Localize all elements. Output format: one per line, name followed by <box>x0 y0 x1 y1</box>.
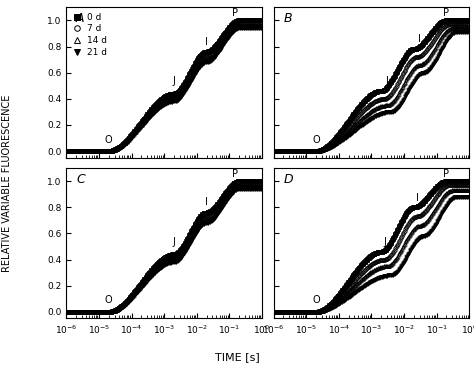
Text: J: J <box>173 76 175 86</box>
Legend: 0 d, 7 d, 14 d, 21 d: 0 d, 7 d, 14 d, 21 d <box>71 12 108 58</box>
14 d <box>259 23 265 28</box>
14 d <box>228 29 234 33</box>
Text: O: O <box>312 295 320 305</box>
Text: TIME [s]: TIME [s] <box>215 352 259 362</box>
Text: P: P <box>444 8 449 18</box>
Line: 0 d: 0 d <box>64 19 264 153</box>
14 d <box>64 149 69 153</box>
0 d <box>64 149 69 153</box>
7 d <box>237 21 243 25</box>
7 d <box>179 87 185 92</box>
14 d <box>183 85 189 89</box>
Text: I: I <box>205 37 208 46</box>
Text: J: J <box>173 236 175 247</box>
Line: 7 d: 7 d <box>64 21 264 153</box>
14 d <box>64 149 70 153</box>
Text: P: P <box>444 169 449 179</box>
7 d <box>64 149 70 153</box>
Text: C: C <box>76 173 85 186</box>
14 d <box>241 23 247 28</box>
14 d <box>179 90 185 95</box>
Text: O: O <box>105 135 113 145</box>
Text: D: D <box>283 173 293 186</box>
0 d <box>183 78 189 83</box>
7 d <box>228 26 234 30</box>
0 d <box>180 84 186 88</box>
0 d <box>179 85 185 89</box>
Text: I: I <box>416 193 419 203</box>
Text: I: I <box>205 197 208 207</box>
Text: J: J <box>385 76 389 86</box>
0 d <box>259 18 265 23</box>
Text: A: A <box>76 12 85 25</box>
7 d <box>259 21 265 25</box>
21 d <box>241 26 247 30</box>
21 d <box>183 87 189 92</box>
Text: I: I <box>418 34 421 44</box>
0 d <box>237 18 243 23</box>
Line: 14 d: 14 d <box>64 24 264 153</box>
Text: P: P <box>232 169 238 179</box>
Text: RELATIVE VARIABLE FLUORESCENCE: RELATIVE VARIABLE FLUORESCENCE <box>2 94 12 272</box>
0 d <box>241 18 247 23</box>
21 d <box>64 149 69 153</box>
14 d <box>237 23 243 28</box>
21 d <box>179 93 185 97</box>
Text: P: P <box>232 8 238 18</box>
Text: B: B <box>283 12 292 25</box>
21 d <box>259 26 265 30</box>
21 d <box>237 26 243 30</box>
7 d <box>64 149 69 153</box>
21 d <box>180 92 186 97</box>
7 d <box>241 21 247 25</box>
0 d <box>228 23 234 27</box>
7 d <box>180 87 186 91</box>
0 d <box>64 149 70 153</box>
21 d <box>64 149 70 153</box>
14 d <box>180 90 186 94</box>
Line: 21 d: 21 d <box>64 26 264 153</box>
Text: O: O <box>105 295 113 305</box>
21 d <box>228 31 234 36</box>
7 d <box>183 81 189 86</box>
Text: J: J <box>383 236 386 247</box>
Text: O: O <box>312 135 320 145</box>
